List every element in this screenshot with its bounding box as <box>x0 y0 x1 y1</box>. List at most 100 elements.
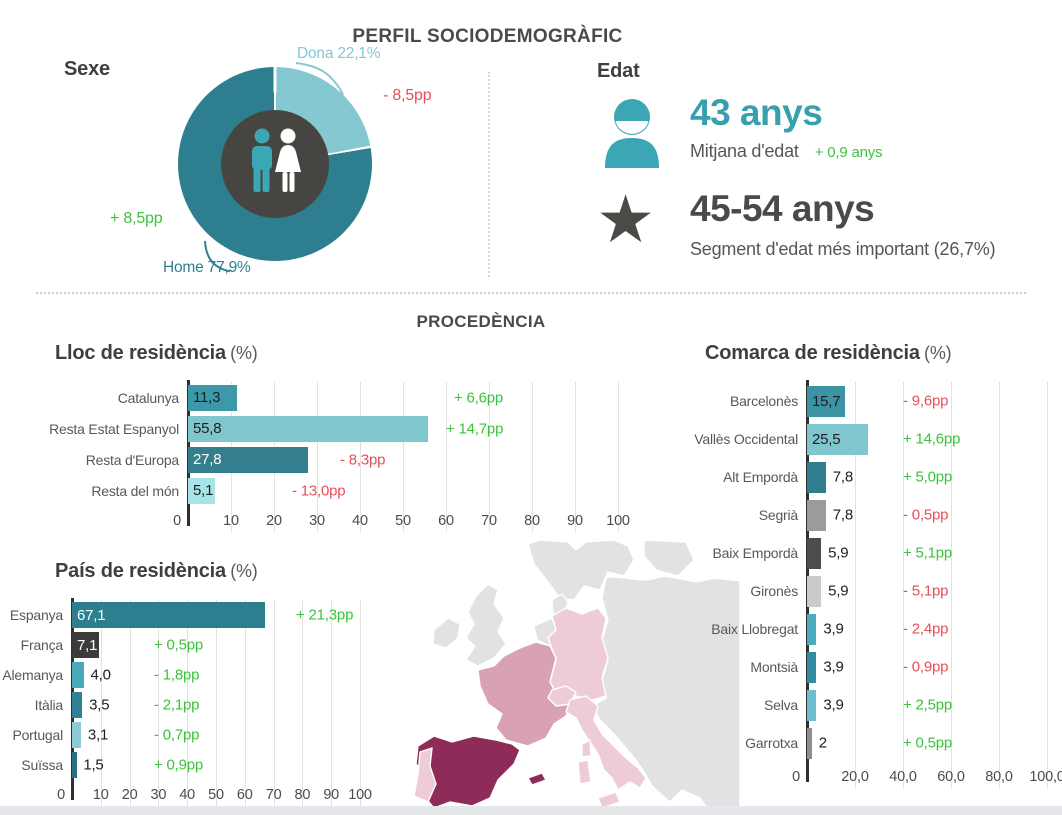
category-label: Portugal <box>12 727 63 743</box>
europe-map <box>413 540 740 815</box>
bar-value-label: 15,7 <box>812 392 841 410</box>
bar-value-label: 3,9 <box>823 696 844 714</box>
bar-row: Montsià 3,9 - 0,9pp <box>660 648 1060 686</box>
bar <box>72 662 84 688</box>
bar-value-label: 5,1 <box>193 482 214 499</box>
bar <box>72 722 81 748</box>
bar-row: Barcelonès 15,7 - 9,6pp <box>660 382 1060 420</box>
section-divider-vertical <box>488 72 490 277</box>
gridline <box>903 382 904 788</box>
star-icon: ★ <box>596 182 655 256</box>
bar: 55,8 <box>188 415 428 442</box>
axis-tick-label: 20 <box>121 787 138 803</box>
bar <box>807 727 812 759</box>
category-label: Resta del món <box>91 482 179 499</box>
segment-edat-label: Segment d'edat més important (26,7%) <box>690 239 996 259</box>
bar-value-label: 2 <box>818 734 827 752</box>
chart-plot-area: Catalunya 11,3 + 6,6pp Resta Estat Espanyol… <box>49 380 630 532</box>
category-label: Selva <box>763 697 798 713</box>
bar-row: Espanya 67,1 + 21,3pp <box>10 600 360 630</box>
change-label: - 0,7pp <box>154 726 200 744</box>
axis-tick-label: 60 <box>438 513 454 529</box>
bar: 7,1 <box>72 632 99 658</box>
gridline <box>100 600 102 806</box>
map-region-northeast <box>643 540 695 577</box>
pie-change-dona: - 8,5pp <box>383 87 432 104</box>
axis-tick-label: 40 <box>352 513 368 529</box>
pie-center-badge <box>221 110 329 218</box>
page-title: PERFIL SOCIODEMOGRÀFIC <box>352 26 623 47</box>
category-label: Montsià <box>750 659 798 675</box>
axis-tick-label: 70 <box>265 787 282 803</box>
bar-value-label: 1,5 <box>83 756 104 774</box>
bar-row: Alt Empordà 7,8 + 5,0pp <box>660 458 1060 496</box>
bar-value-label: 3,9 <box>823 658 844 676</box>
bar: 15,7 <box>807 385 845 417</box>
gridline <box>618 382 619 532</box>
mitjana-edat-change: + 0,9 anys <box>814 144 883 161</box>
change-label: + 14,7pp <box>446 420 504 437</box>
bar <box>72 692 83 718</box>
change-label: - 8,3pp <box>340 451 386 468</box>
axis-tick-label: 0 <box>57 787 65 803</box>
category-label: Espanya <box>9 607 63 623</box>
procedencia-section-title: PROCEDÈNCIA <box>416 312 546 331</box>
axis-tick-label: 10 <box>223 513 239 529</box>
bar-value-label: 7,8 <box>832 506 853 524</box>
gridline <box>302 600 304 806</box>
bar-value-label: 7,1 <box>77 636 98 654</box>
axis-tick-label: 90 <box>323 787 340 803</box>
pie-label-dona: Dona 22,1% <box>297 45 381 62</box>
axis-tick-label: 80 <box>294 787 311 803</box>
axis-tick-label: 10 <box>92 787 109 803</box>
map-country-italia <box>565 695 647 791</box>
mitjana-edat-label: Mitjana d'edat <box>690 141 799 161</box>
bar-row: Resta d'Europa 27,8 - 8,3pp <box>55 444 630 475</box>
bar-row: Itàlia 3,5 - 2,1pp <box>10 690 360 720</box>
gridline <box>331 600 333 806</box>
category-label: Garrotxa <box>745 735 798 751</box>
gridline <box>158 600 160 806</box>
change-label: + 0,5pp <box>903 734 953 752</box>
gridline <box>360 382 361 532</box>
category-label: Resta Estat Espanyol <box>49 420 179 437</box>
chart-pais-de-residencia: País de residència (%) Espanya 67,1 + 21,3… <box>2 560 372 806</box>
bar <box>72 752 77 778</box>
change-label: + 5,1pp <box>903 544 953 562</box>
axis-tick-label: 100 <box>348 787 372 803</box>
axis-tick-label: 100 <box>606 513 630 529</box>
change-label: - 9,6pp <box>903 392 949 410</box>
gridline <box>1047 382 1048 788</box>
map-region-scandinavia <box>527 540 635 601</box>
bar-value-label: 5,9 <box>828 582 849 600</box>
gridline <box>216 600 217 806</box>
bar-value-label: 25,5 <box>812 430 841 448</box>
bar-row: Gironès 5,9 - 5,1pp <box>660 572 1060 610</box>
change-label: - 1,8pp <box>154 666 200 684</box>
x-axis-ticks: 0 10 20 30 40 50 60 70 80 90 100 <box>57 780 372 804</box>
bar <box>807 613 817 645</box>
category-label: Catalunya <box>117 389 179 406</box>
map-country-uk <box>465 583 507 667</box>
bar-row: Resta Estat Espanyol 55,8 + 14,7pp <box>49 413 630 444</box>
x-axis-ticks: 0 10 20 30 40 50 60 70 80 90 100 <box>173 506 630 530</box>
change-label: + 0,9pp <box>154 756 204 774</box>
bar-row: Portugal 3,1 - 0,7pp <box>10 720 360 750</box>
bar-value-label: 5,9 <box>828 544 849 562</box>
bar-value-label: 3,1 <box>87 726 109 744</box>
axis-tick-label: 70 <box>481 513 497 529</box>
change-label: + 14,6pp <box>903 430 961 448</box>
person-icon <box>605 99 659 168</box>
gridline <box>489 382 490 532</box>
chart-plot-area: Espanya 67,1 + 21,3pp França 7,1 + 0,5pp Alema… <box>2 598 372 806</box>
axis-tick-label: 50 <box>395 513 411 529</box>
segment-edat-value: 45-54 anys <box>690 188 875 229</box>
mitjana-edat-value: 43 anys <box>690 92 823 133</box>
bar-row: Catalunya 11,3 + 6,6pp <box>55 382 630 413</box>
bar-row: Resta del món 5,1 - 13,0pp <box>55 475 630 506</box>
change-label: + 2,5pp <box>903 696 953 714</box>
map-region-east-europe <box>591 575 740 815</box>
change-label: + 0,5pp <box>154 636 204 654</box>
axis-tick-label: 40,0 <box>889 769 917 785</box>
axis-tick-label: 50 <box>208 787 224 803</box>
